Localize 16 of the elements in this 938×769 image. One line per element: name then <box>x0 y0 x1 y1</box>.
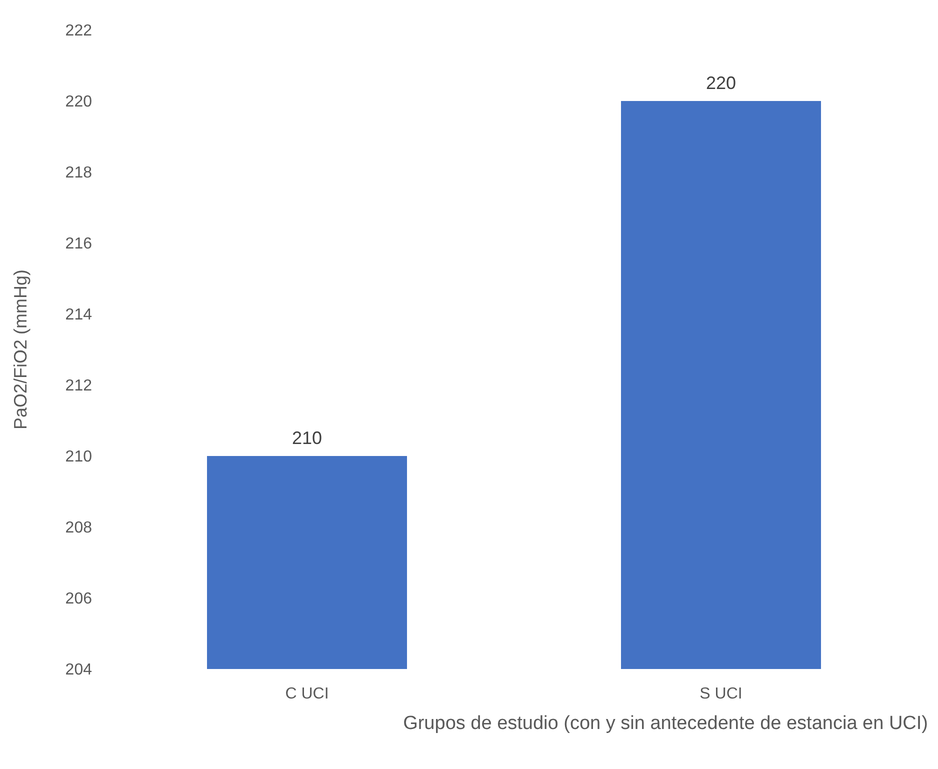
y-tick-label: 212 <box>65 378 92 395</box>
y-tick-label: 214 <box>65 306 92 324</box>
y-axis-title: PaO2/FiO2 (mmHg) <box>10 269 30 430</box>
y-tick-label: 222 <box>65 22 92 40</box>
x-tick-label: S UCI <box>700 685 742 702</box>
y-tick-label: 210 <box>65 448 92 466</box>
y-tick-label: 204 <box>65 662 92 679</box>
y-tick-label: 220 <box>65 94 92 111</box>
y-tick-label: 216 <box>65 236 92 253</box>
data-label: 220 <box>706 73 736 93</box>
y-tick-label: 208 <box>65 520 92 537</box>
x-tick-label: C UCI <box>285 685 329 702</box>
x-axis-title: Grupos de estudio (con y sin antecedente de estancia en UCI) <box>403 713 928 734</box>
y-tick-label: 218 <box>65 164 92 182</box>
data-label: 210 <box>292 428 322 448</box>
y-tick-label: 206 <box>65 590 92 608</box>
